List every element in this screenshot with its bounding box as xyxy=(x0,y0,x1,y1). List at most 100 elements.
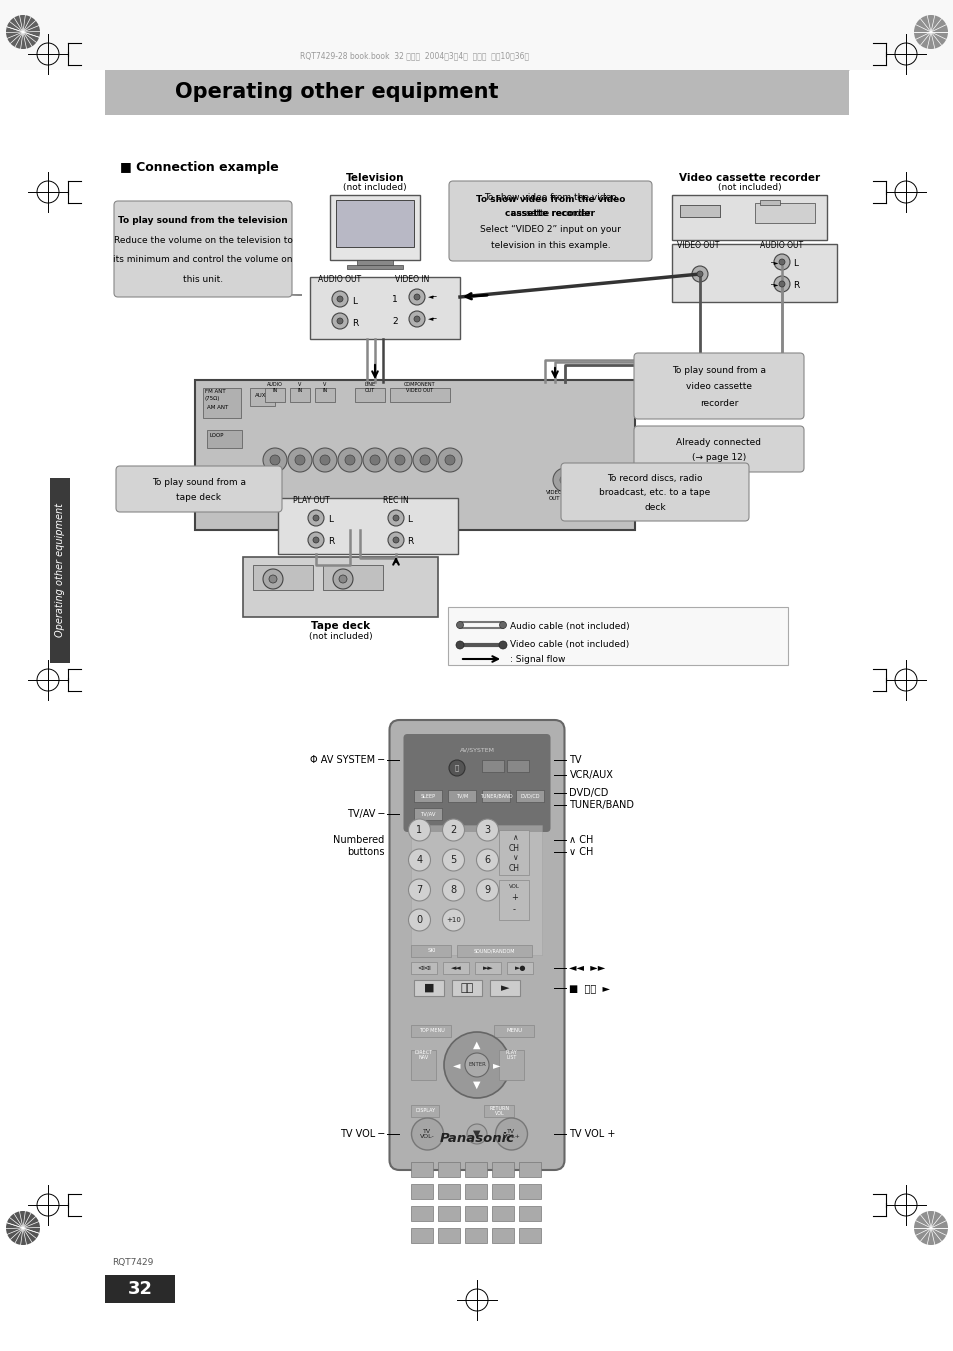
Circle shape xyxy=(363,449,387,471)
Circle shape xyxy=(345,455,355,465)
Circle shape xyxy=(476,819,498,842)
Text: VIDEO IN: VIDEO IN xyxy=(395,276,429,284)
Text: TV VOL +: TV VOL + xyxy=(569,1129,616,1139)
Bar xyxy=(672,195,826,240)
Bar xyxy=(519,1162,541,1177)
Text: ∧
CH: ∧ CH xyxy=(509,834,519,852)
Circle shape xyxy=(294,455,305,465)
Circle shape xyxy=(413,449,436,471)
Text: 4: 4 xyxy=(416,855,422,865)
Text: TV/AV: TV/AV xyxy=(420,812,436,816)
Bar xyxy=(356,259,393,265)
Bar xyxy=(411,1050,436,1079)
Text: R: R xyxy=(792,281,799,290)
Text: ▲: ▲ xyxy=(473,1040,480,1050)
Text: ■  ⎯⎯  ►: ■ ⎯⎯ ► xyxy=(569,984,610,993)
Circle shape xyxy=(779,259,784,265)
Bar xyxy=(438,1228,460,1243)
Bar xyxy=(290,388,310,403)
Bar xyxy=(507,962,533,974)
Bar xyxy=(448,607,787,665)
Text: FM ANT: FM ANT xyxy=(205,389,226,394)
Circle shape xyxy=(270,455,280,465)
Text: Φ AV SYSTEM ─: Φ AV SYSTEM ─ xyxy=(310,755,384,765)
Circle shape xyxy=(269,576,276,584)
Circle shape xyxy=(409,289,424,305)
Circle shape xyxy=(336,317,343,324)
Text: ◄◄  ►►: ◄◄ ►► xyxy=(569,963,605,973)
Circle shape xyxy=(408,848,430,871)
Text: ►●: ►● xyxy=(515,965,526,971)
Text: V
IN: V IN xyxy=(297,382,302,393)
Polygon shape xyxy=(160,293,302,295)
Circle shape xyxy=(444,455,455,465)
Bar xyxy=(347,265,402,269)
Text: LINE
OUT: LINE OUT xyxy=(364,382,375,393)
Circle shape xyxy=(559,476,569,485)
Circle shape xyxy=(393,515,398,521)
Text: ■: ■ xyxy=(424,984,435,993)
Circle shape xyxy=(388,509,403,526)
Circle shape xyxy=(442,909,464,931)
Bar xyxy=(411,1162,433,1177)
Text: Already connected: Already connected xyxy=(676,438,760,447)
Bar xyxy=(323,565,382,590)
Bar xyxy=(207,430,242,449)
FancyBboxPatch shape xyxy=(560,463,748,521)
Bar xyxy=(335,200,414,247)
Bar xyxy=(760,200,780,205)
Text: recorder: recorder xyxy=(700,399,738,408)
FancyBboxPatch shape xyxy=(116,466,282,512)
Text: To show video from the video: To show video from the video xyxy=(483,193,617,203)
Text: tape deck: tape deck xyxy=(176,493,221,501)
Text: REC IN: REC IN xyxy=(382,496,408,505)
Text: AUDIO OUT: AUDIO OUT xyxy=(317,276,361,284)
Bar xyxy=(465,1183,487,1198)
Text: To record discs, radio: To record discs, radio xyxy=(607,474,702,482)
Circle shape xyxy=(313,449,336,471)
Text: COMPONENT
VIDEO OUT: COMPONENT VIDEO OUT xyxy=(404,382,436,393)
Text: AV/SYSTEM: AV/SYSTEM xyxy=(459,748,494,753)
Circle shape xyxy=(414,316,419,322)
Bar xyxy=(754,203,814,223)
Text: this unit.: this unit. xyxy=(183,274,223,284)
Bar xyxy=(452,979,482,996)
Text: (75Ω): (75Ω) xyxy=(205,396,220,401)
Text: DVD/CD: DVD/CD xyxy=(520,793,539,798)
FancyBboxPatch shape xyxy=(449,181,651,261)
Circle shape xyxy=(308,532,324,549)
FancyBboxPatch shape xyxy=(403,734,550,832)
Circle shape xyxy=(408,909,430,931)
Text: 8: 8 xyxy=(450,885,456,894)
Bar xyxy=(475,962,501,974)
Text: 32: 32 xyxy=(128,1279,152,1298)
Bar xyxy=(519,1206,541,1221)
Circle shape xyxy=(419,455,430,465)
Text: To play sound from a: To play sound from a xyxy=(152,478,246,486)
Circle shape xyxy=(288,449,312,471)
Bar xyxy=(411,825,542,955)
Text: Audio cable (not included): Audio cable (not included) xyxy=(510,621,629,631)
Circle shape xyxy=(395,455,405,465)
Bar xyxy=(203,388,241,417)
Text: ⏻: ⏻ xyxy=(455,765,458,771)
Text: -: - xyxy=(513,905,516,915)
Bar xyxy=(494,1025,534,1038)
Bar xyxy=(438,1162,460,1177)
Text: DVD/CD: DVD/CD xyxy=(569,788,608,798)
Text: VCR/AUX: VCR/AUX xyxy=(569,770,613,780)
Text: ►: ► xyxy=(493,1061,500,1070)
Circle shape xyxy=(393,536,398,543)
Text: Reduce the volume on the television to: Reduce the volume on the television to xyxy=(113,235,293,245)
Circle shape xyxy=(408,819,430,842)
Text: 1: 1 xyxy=(392,295,397,304)
Text: (not included): (not included) xyxy=(343,182,406,192)
Bar xyxy=(499,830,529,875)
Text: buttons: buttons xyxy=(347,847,384,857)
Text: DISPLAY: DISPLAY xyxy=(415,1109,436,1113)
Circle shape xyxy=(456,621,463,628)
Circle shape xyxy=(495,1119,527,1150)
Text: TV/M: TV/M xyxy=(456,793,468,798)
Text: ─►: ─► xyxy=(769,282,778,286)
Bar xyxy=(671,245,836,303)
